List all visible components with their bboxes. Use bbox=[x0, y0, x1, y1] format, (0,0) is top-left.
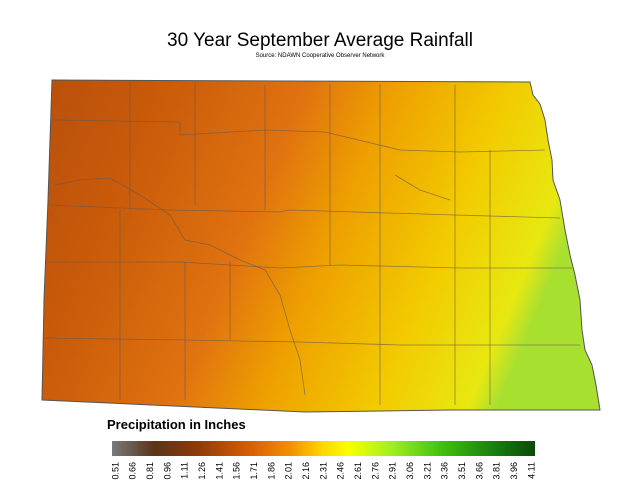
legend-tick-label: 0.51 bbox=[110, 462, 120, 480]
legend-ticks: 0.51 0.66 0.81 0.96 1.11 1.26 1.41 1.56 1.71 1.86… bbox=[110, 462, 536, 480]
legend-tick-label: 1.26 bbox=[197, 462, 207, 480]
legend-tick-label: 2.61 bbox=[353, 462, 363, 480]
legend-tick-label: 1.71 bbox=[249, 462, 259, 480]
legend-tick-label: 3.06 bbox=[405, 462, 415, 480]
legend-tick-label: 3.36 bbox=[440, 462, 450, 480]
legend-tick-label: 2.01 bbox=[284, 462, 294, 480]
legend-tick-label: 3.21 bbox=[422, 462, 432, 480]
legend-tick-label: 2.76 bbox=[370, 462, 380, 480]
legend-tick-label: 0.81 bbox=[145, 462, 155, 480]
legend-title: Precipitation in Inches bbox=[107, 417, 246, 432]
legend-tick-label: 1.86 bbox=[266, 462, 276, 480]
legend-tick-label: 1.41 bbox=[214, 462, 224, 480]
map-title: 30 Year September Average Rainfall bbox=[167, 30, 473, 51]
color-scale bbox=[112, 441, 535, 456]
legend-tick-label: 0.66 bbox=[128, 462, 138, 480]
legend-tick-label: 2.91 bbox=[388, 462, 398, 480]
legend-tick-label: 4.11 bbox=[526, 462, 536, 479]
map-source: Source: NDAWN Cooperative Observer Netwo… bbox=[256, 53, 386, 59]
legend-tick-label: 3.81 bbox=[492, 462, 502, 480]
legend-tick-label: 3.96 bbox=[509, 462, 519, 480]
legend-tick-label: 0.96 bbox=[162, 462, 172, 480]
state-map bbox=[41, 79, 601, 413]
legend-tick-label: 2.16 bbox=[301, 462, 311, 480]
legend-tick-label: 2.31 bbox=[318, 462, 328, 480]
legend-tick-label: 3.66 bbox=[474, 462, 484, 480]
legend-tick-label: 2.46 bbox=[336, 462, 346, 480]
legend-tick-label: 3.51 bbox=[457, 462, 467, 480]
legend-tick-label: 1.11 bbox=[180, 462, 190, 479]
legend-tick-label: 1.56 bbox=[232, 462, 242, 480]
